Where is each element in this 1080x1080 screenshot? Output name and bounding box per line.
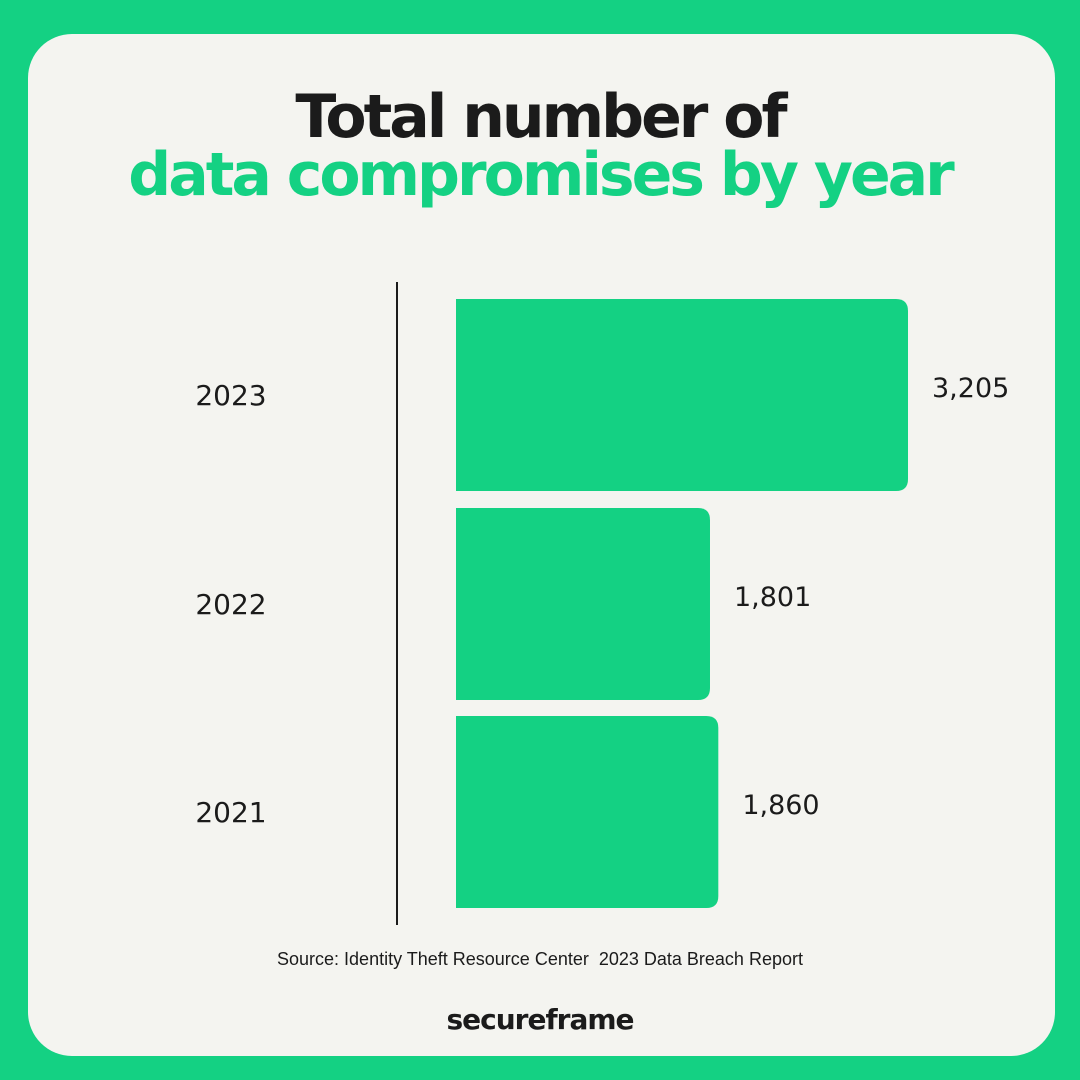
bar-2023 <box>456 299 908 491</box>
bar-2021 <box>456 716 719 908</box>
chart-title-line1: Total number of <box>295 82 787 152</box>
value-label-2021: 1,860 <box>742 790 819 821</box>
bar-2022 <box>456 508 710 700</box>
brand-logo: secureframe <box>446 1003 634 1036</box>
y-tick-label-2022: 2022 <box>195 588 266 621</box>
value-label-2022: 1,801 <box>734 582 811 613</box>
y-tick-label-2023: 2023 <box>195 379 266 412</box>
source-note: Source: Identity Theft Resource Center 2… <box>277 949 803 969</box>
chart-title-line2: data compromises by year <box>128 140 955 210</box>
y-tick-label-2021: 2021 <box>195 796 266 829</box>
value-label-2023: 3,205 <box>932 373 1009 404</box>
